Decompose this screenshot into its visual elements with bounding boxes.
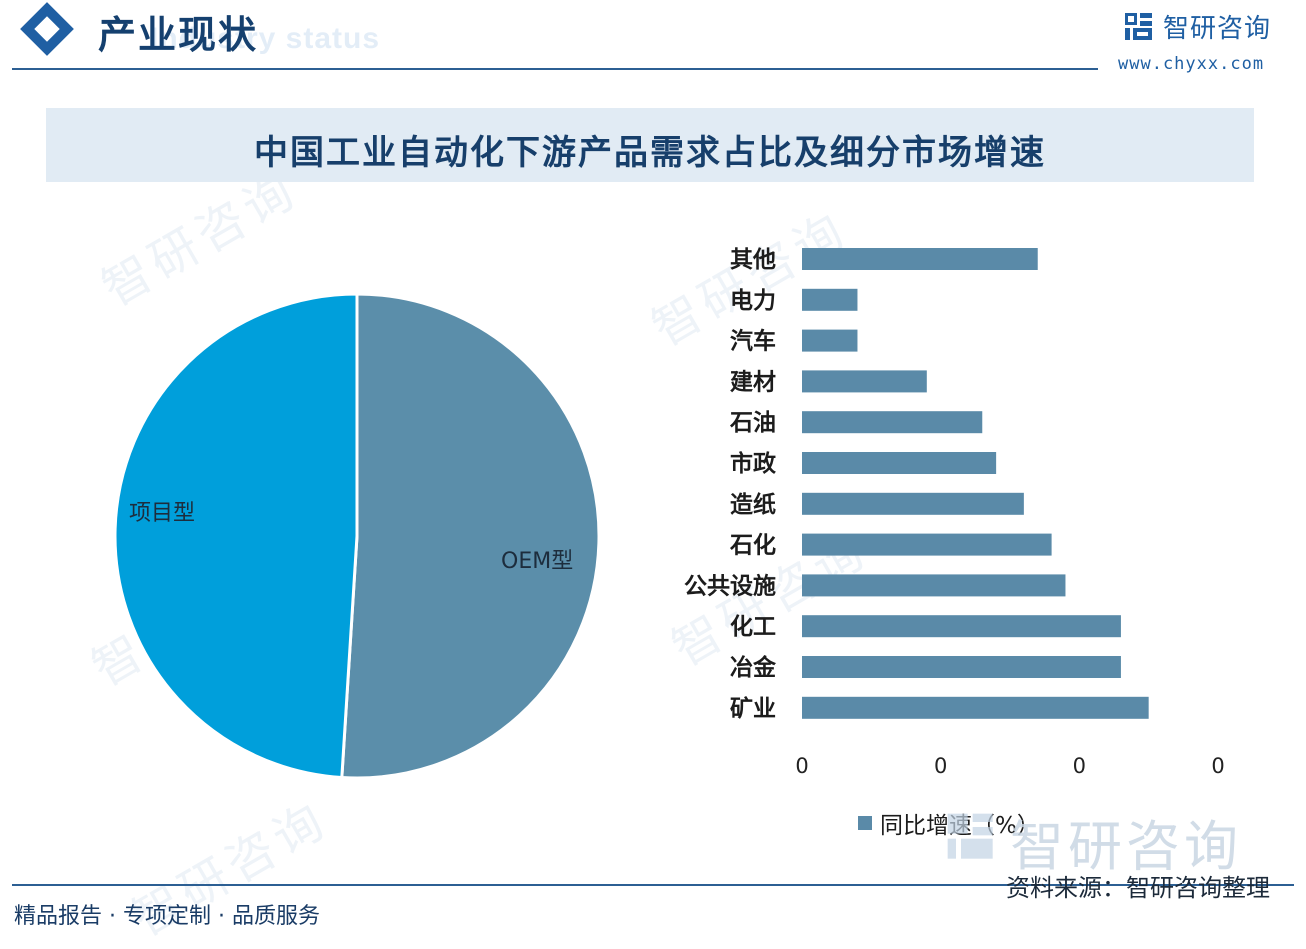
legend-swatch: [858, 816, 872, 830]
footer-watermark-text: 智研咨询: [1010, 815, 1242, 878]
x-tick-label: 0: [1073, 754, 1086, 778]
brand-logo-icon: [1125, 13, 1152, 40]
bar-6: [802, 452, 997, 474]
bar-11: [802, 656, 1121, 678]
pie-label-project: 项目型: [129, 501, 195, 526]
pie-slice-project: [113, 292, 359, 780]
bar-12: [802, 696, 1149, 719]
chart-title-banner: 中国工业自动化下游产品需求占比及细分市场增速: [46, 108, 1254, 182]
pie-label-oem: OEM型: [501, 549, 573, 574]
pie-slice-oem: [340, 292, 601, 780]
bar-category-label: 其他: [730, 247, 776, 273]
bar-9: [802, 574, 1066, 597]
bar-10: [802, 615, 1121, 638]
bar-category-label: 石化: [729, 532, 776, 559]
bar-category-label: 化工: [730, 613, 776, 640]
page-title: 产业现状: [98, 12, 259, 57]
bar-category-label: 公共设施: [684, 572, 776, 599]
bar-category-label: 汽车: [730, 328, 776, 355]
header-divider: [12, 68, 1098, 70]
bar-1: [802, 248, 1038, 270]
bar-category-label: 市政: [730, 450, 777, 477]
footer-watermark-logo-icon: [947, 813, 993, 859]
x-tick-label: 0: [1211, 754, 1224, 778]
bar-category-label: 建材: [730, 369, 776, 395]
bar-3: [802, 329, 858, 352]
brand-url[interactable]: www.chyxx.com: [1118, 54, 1265, 74]
x-tick-label: 0: [795, 754, 808, 778]
bar-8: [802, 533, 1052, 556]
bar-category-label: 电力: [730, 288, 776, 314]
brand-name: 智研咨询: [1163, 14, 1272, 44]
bar-5: [802, 411, 983, 434]
data-source: 资料来源：智研咨询整理: [1006, 874, 1270, 902]
bar-category-label: 矿业: [730, 695, 776, 722]
bar-7: [802, 492, 1024, 515]
bar-category-label: 石油: [729, 410, 776, 436]
x-tick-label: 0: [934, 754, 947, 778]
bar-category-label: 造纸: [730, 491, 776, 518]
footer-slogan: 精品报告 · 专项定制 · 品质服务: [14, 904, 320, 929]
bar-category-label: 冶金: [730, 654, 777, 681]
chart-title: 中国工业自动化下游产品需求占比及细分市场增速: [254, 133, 1046, 173]
bar-2: [802, 288, 858, 311]
footer-divider: [12, 884, 1294, 886]
bar-4: [802, 370, 927, 393]
